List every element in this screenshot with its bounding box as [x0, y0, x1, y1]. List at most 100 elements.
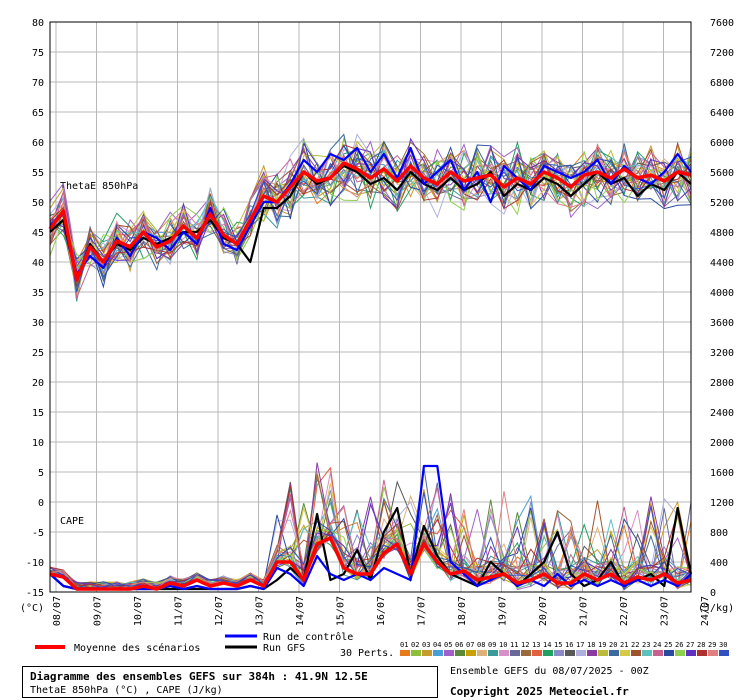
left-tick-label: 50 [32, 198, 44, 209]
left-tick-label: 20 [32, 378, 44, 389]
right-tick-label: 5200 [710, 198, 734, 209]
pert-legend-label: 23 [642, 641, 650, 649]
pert-legend-label: 16 [565, 641, 573, 649]
pert-legend-label: 24 [653, 641, 661, 649]
pert-thetae-line [49, 143, 692, 273]
left-tick-label: 60 [32, 138, 44, 149]
pert-legend-swatch [521, 650, 531, 656]
left-tick-label: 25 [32, 348, 44, 359]
cape-panel-label: CAPE [60, 516, 84, 527]
legend: Moyenne des scénarios Run de contrôle Ru… [35, 631, 729, 659]
x-tick-label: 11/07 [174, 596, 185, 626]
pert-thetae-line [49, 144, 692, 283]
right-tick-label: 6000 [710, 138, 734, 149]
pert-legend-label: 02 [411, 641, 419, 649]
pert-legend-label: 12 [521, 641, 529, 649]
pert-legend-label: 29 [708, 641, 716, 649]
pert-legend-swatch [466, 650, 476, 656]
x-tick-label: 23/07 [660, 596, 671, 626]
left-tick-label: 80 [32, 18, 44, 29]
pert-legend-swatch [510, 650, 520, 656]
left-axis-unit: (°C) [20, 603, 44, 614]
pert-legend-swatch [411, 650, 421, 656]
pert-legend-swatch [653, 650, 663, 656]
pert-legend-label: 26 [675, 641, 683, 649]
series-0-cape-line [49, 536, 692, 591]
right-tick-label: 1600 [710, 468, 734, 479]
x-tick-label: 09/07 [93, 596, 104, 626]
left-tick-label: 45 [32, 228, 44, 239]
pert-legend-swatch [433, 650, 443, 656]
right-tick-label: 3600 [710, 318, 734, 329]
series-0-thetae-line [48, 161, 692, 282]
left-tick-label: 75 [32, 48, 44, 59]
x-tick-label: 18/07 [457, 596, 468, 626]
pert-legend-swatch [532, 650, 542, 656]
series-1-thetae-line [49, 146, 692, 276]
pert-legend-label: 28 [697, 641, 705, 649]
right-tick-label: 4800 [710, 228, 734, 239]
right-tick-label: 6800 [710, 78, 734, 89]
right-tick-label: 400 [710, 558, 728, 569]
x-tick-label: 14/07 [295, 596, 306, 626]
pert-legend-label: 06 [455, 641, 463, 649]
pert-thetae-line [49, 149, 692, 275]
x-tick-label: 17/07 [417, 596, 428, 626]
x-tick-label: 20/07 [538, 596, 549, 626]
pert-legend-label: 03 [422, 641, 430, 649]
left-tick-label: -5 [32, 528, 44, 539]
copyright: Copyright 2025 Meteociel.fr [450, 685, 629, 698]
pert-legend-swatch [609, 650, 619, 656]
x-tick-label: 15/07 [336, 596, 347, 626]
pert-legend-swatch [499, 650, 509, 656]
pert-cape-line [49, 479, 692, 590]
pert-legend-label: 13 [532, 641, 540, 649]
pert-thetae-line [49, 137, 692, 283]
x-axis-ticks: 08/07 09/07 10/07 11/07 12/07 13/07 14/07 15/07… [52, 596, 711, 626]
pert-legend-label: 27 [686, 641, 694, 649]
right-tick-label: 2400 [710, 408, 734, 419]
right-axis-unit: (J/kg) [698, 603, 734, 614]
pert-legend-swatch [675, 650, 685, 656]
ensemble-info: Ensemble GEFS du 08/07/2025 - 00Z [450, 666, 649, 677]
perturbation-legend: 01 02 03 04 05 06 07 08 09 10 11 12 13 14 15 16 17 18 19 20… [400, 641, 729, 656]
pert-legend-swatch [576, 650, 586, 656]
pert-legend-label: 30 [719, 641, 727, 649]
pert-legend-swatch [543, 650, 553, 656]
right-tick-label: 800 [710, 528, 728, 539]
left-tick-label: -15 [26, 588, 44, 599]
pert-legend-swatch [477, 650, 487, 656]
footer-box: Diagramme des ensembles GEFS sur 384h : … [22, 666, 438, 698]
x-tick-label: 19/07 [498, 596, 509, 626]
x-tick-label: 16/07 [376, 596, 387, 626]
pert-legend-label: 11 [510, 641, 518, 649]
right-tick-label: 4000 [710, 288, 734, 299]
pert-legend-swatch [697, 650, 707, 656]
left-tick-label: 30 [32, 318, 44, 329]
pert-legend-swatch [400, 650, 410, 656]
pert-legend-swatch [631, 650, 641, 656]
left-tick-label: 5 [38, 468, 44, 479]
right-tick-label: 1200 [710, 498, 734, 509]
left-tick-label: 15 [32, 408, 44, 419]
right-tick-label: 4400 [710, 258, 734, 269]
thetae-panel-label: ThetaE 850hPa [60, 181, 138, 192]
x-tick-label: 08/07 [52, 596, 63, 626]
pert-legend-swatch [664, 650, 674, 656]
left-tick-label: 10 [32, 438, 44, 449]
x-tick-label: 12/07 [214, 596, 225, 626]
pert-legend-label: 10 [499, 641, 507, 649]
right-tick-label: 2000 [710, 438, 734, 449]
pert-legend-swatch [488, 650, 498, 656]
left-tick-label: 55 [32, 168, 44, 179]
left-tick-label: -10 [26, 558, 44, 569]
pert-legend-label: 25 [664, 641, 672, 649]
right-tick-label: 7600 [710, 18, 734, 29]
grid [50, 21, 691, 593]
pert-legend-label: 22 [631, 641, 639, 649]
x-tick-label: 10/07 [133, 596, 144, 626]
pert-legend-swatch [554, 650, 564, 656]
right-tick-label: 2800 [710, 378, 734, 389]
